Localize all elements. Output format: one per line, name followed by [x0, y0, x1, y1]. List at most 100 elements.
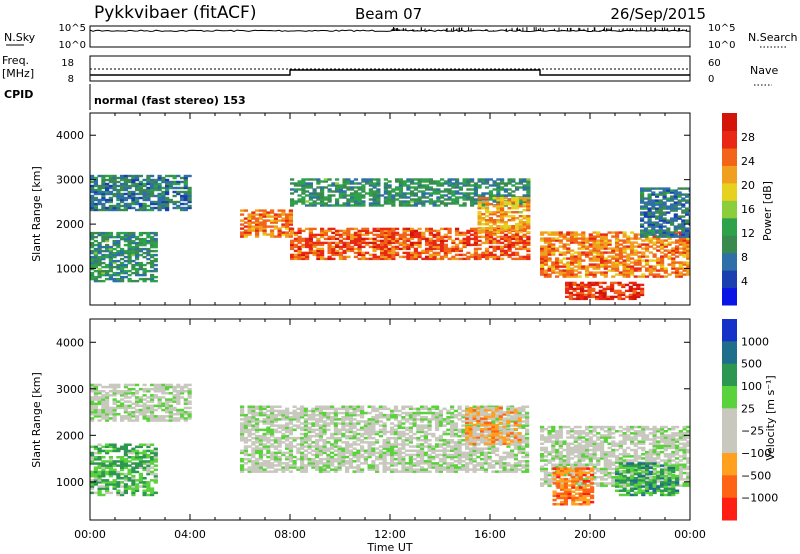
echo-cell [615, 245, 620, 248]
echo-cell [413, 241, 418, 245]
echo-cell [581, 253, 586, 256]
echo-cell [600, 255, 605, 258]
echo-cell [120, 392, 125, 395]
echo-cell [90, 485, 95, 488]
echo-cell [473, 188, 478, 191]
echo-cell [681, 219, 686, 222]
echo-cell [675, 261, 680, 264]
echo-cell [372, 233, 377, 237]
echo-cell [580, 283, 585, 287]
echo-cell [356, 428, 361, 432]
echo-cell [116, 491, 121, 495]
echo-cell [447, 247, 452, 251]
echo-cell [138, 474, 143, 478]
echo-cell [142, 271, 147, 275]
echo-cell [335, 233, 340, 237]
echo-cell [391, 190, 396, 193]
echo-cell [131, 180, 136, 184]
echo-cell [380, 243, 385, 247]
echo-cell [93, 257, 98, 261]
echo-cell [636, 287, 641, 291]
echo-cell [146, 443, 151, 446]
echo-cell [641, 253, 646, 256]
echo-cell [93, 451, 98, 455]
echo-cell [255, 213, 260, 216]
echo-cell [440, 227, 445, 231]
echo-cell [365, 231, 370, 235]
echo-cell [547, 275, 552, 278]
echo-cell [300, 457, 305, 461]
echo-cell [97, 489, 102, 492]
echo-cell [135, 451, 140, 455]
echo-cell [90, 404, 95, 408]
echo-cell [123, 458, 128, 461]
echo-cell [168, 415, 173, 418]
echo-cell [157, 208, 162, 212]
echo-cell [458, 182, 463, 185]
echo-cell [690, 255, 694, 257]
echo-cell [380, 239, 385, 243]
echo-cell [540, 239, 545, 242]
echo-cell [262, 219, 267, 222]
echo-cell [120, 398, 125, 401]
echo-cell [131, 456, 136, 459]
echo-cell [288, 443, 293, 446]
echo-cell [262, 229, 267, 232]
echo-cell [570, 241, 575, 244]
echo-cell [273, 413, 278, 417]
echo-cell [600, 263, 605, 266]
echo-cell [383, 182, 388, 185]
echo-cell [417, 239, 422, 243]
echo-cell [658, 225, 663, 228]
echo-cell [417, 255, 422, 259]
echo-cell [330, 457, 335, 461]
echo-cell [93, 491, 98, 495]
echo-cell [187, 400, 192, 403]
echo-cell [243, 233, 248, 236]
echo-cell [101, 449, 106, 453]
echo-cell [337, 464, 342, 467]
echo-cell [428, 237, 433, 241]
echo-cell [290, 188, 295, 191]
echo-cell [168, 184, 173, 188]
echo-cell [447, 249, 452, 253]
echo-cell [413, 186, 418, 189]
echo-cell [135, 470, 140, 474]
echo-cell [667, 249, 672, 252]
echo-cell [316, 249, 321, 253]
echo-cell [592, 259, 597, 262]
echo-cell [352, 470, 357, 473]
echo-cell [551, 233, 556, 236]
echo-cell [251, 451, 256, 455]
echo-cell [318, 457, 323, 461]
echo-cell [600, 243, 605, 246]
echo-cell [417, 186, 422, 189]
echo-cell [108, 269, 113, 273]
echo-cell [172, 206, 177, 210]
echo-cell [138, 190, 143, 194]
echo-cell [333, 426, 338, 429]
echo-cell [258, 227, 263, 230]
echo-cell [270, 219, 275, 222]
echo-cell [380, 249, 385, 253]
echo-cell [670, 197, 675, 200]
echo-cell [360, 470, 365, 473]
echo-cell [645, 245, 650, 248]
echo-cell [240, 233, 245, 236]
echo-cell [146, 231, 151, 235]
echo-cell [652, 241, 657, 244]
echo-cell [251, 227, 256, 230]
echo-cell [428, 239, 433, 243]
echo-cell [297, 227, 302, 231]
echo-cell [266, 436, 271, 440]
echo-cell [372, 255, 377, 259]
echo-cell [131, 447, 136, 451]
echo-cell [600, 237, 605, 240]
echo-cell [333, 413, 338, 417]
echo-cell [311, 428, 316, 432]
echo-cell [417, 200, 422, 203]
echo-cell [507, 253, 512, 257]
echo-cell [303, 426, 308, 429]
echo-cell [300, 462, 305, 465]
date-label: 26/Sep/2015 [610, 5, 706, 23]
